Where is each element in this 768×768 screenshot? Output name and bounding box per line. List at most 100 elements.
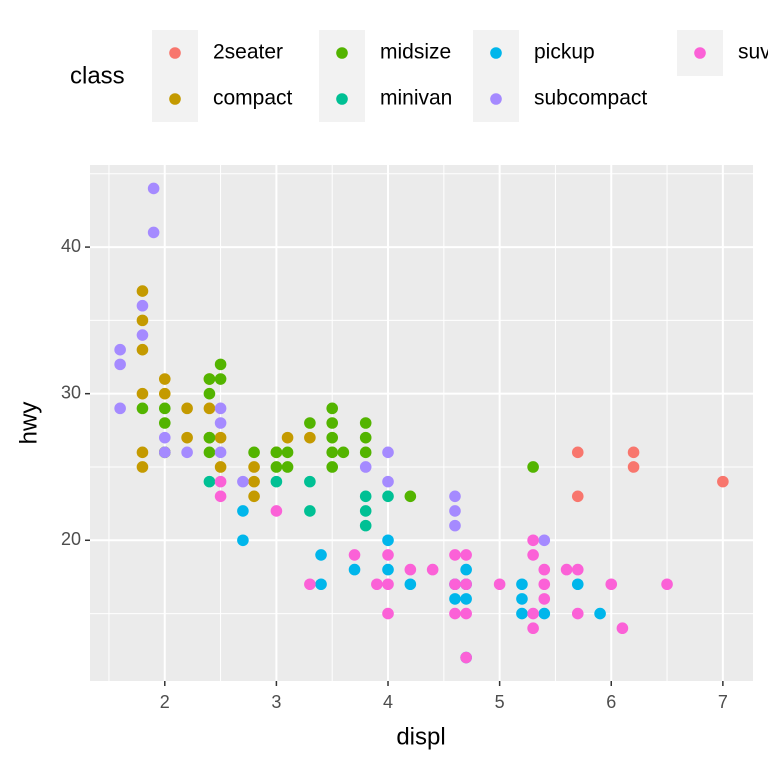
point	[158, 431, 171, 444]
point	[237, 505, 249, 517]
point	[136, 343, 149, 356]
point	[158, 446, 171, 459]
point	[527, 534, 539, 547]
legend-symbol	[490, 93, 502, 105]
legend-label: subcompact	[534, 87, 647, 110]
point	[181, 431, 193, 444]
point	[460, 563, 472, 576]
x-tick-label: 5	[495, 692, 505, 712]
legend-label: midsize	[380, 41, 451, 64]
legend-label: pickup	[534, 41, 595, 64]
point	[538, 578, 551, 591]
point	[158, 387, 171, 400]
point	[359, 490, 372, 503]
y-tick-label: 40	[61, 236, 81, 256]
point	[516, 593, 528, 605]
point	[594, 607, 606, 620]
point	[359, 519, 372, 532]
point	[304, 475, 316, 488]
point	[237, 534, 249, 547]
x-tick-label: 6	[606, 692, 616, 712]
point	[214, 446, 227, 459]
point	[382, 446, 394, 459]
point	[337, 446, 350, 459]
x-tick-label: 3	[271, 692, 281, 712]
point	[304, 431, 316, 444]
point	[304, 505, 316, 517]
point	[214, 358, 227, 371]
point	[538, 607, 551, 620]
point	[114, 343, 126, 356]
point	[281, 461, 294, 473]
point	[404, 563, 417, 576]
point	[203, 387, 216, 400]
point	[181, 402, 193, 415]
point	[382, 563, 394, 576]
x-tick-label: 2	[160, 692, 170, 712]
point	[616, 622, 629, 635]
point	[114, 402, 126, 415]
point	[627, 446, 640, 459]
point	[449, 519, 461, 532]
point	[359, 461, 372, 473]
point	[605, 578, 618, 591]
point	[136, 329, 149, 341]
point	[460, 578, 472, 591]
point	[326, 461, 339, 473]
point	[270, 475, 283, 488]
point	[527, 461, 539, 473]
point	[538, 563, 551, 576]
point	[404, 578, 417, 591]
point	[527, 549, 539, 561]
point	[248, 446, 260, 459]
x-tick-label: 7	[718, 692, 728, 712]
point	[527, 622, 539, 635]
legend-label: compact	[213, 87, 293, 110]
point	[214, 417, 227, 429]
point	[359, 417, 372, 429]
point	[571, 490, 584, 503]
panel	[90, 165, 753, 681]
point	[627, 461, 640, 473]
x-tick-label: 4	[383, 692, 393, 712]
point	[237, 475, 249, 488]
point	[203, 475, 216, 488]
legend-symbol	[490, 47, 502, 59]
point	[404, 490, 417, 503]
point	[281, 446, 294, 459]
legend-title: class	[70, 62, 125, 89]
point	[460, 593, 472, 605]
legend-symbol	[694, 47, 706, 59]
point	[136, 387, 149, 400]
point	[203, 431, 216, 444]
y-tick-label: 20	[61, 529, 81, 549]
point	[371, 578, 383, 591]
point	[382, 490, 394, 503]
point	[136, 446, 149, 459]
point	[571, 446, 584, 459]
point	[571, 607, 584, 620]
point	[571, 578, 584, 591]
point	[147, 182, 160, 195]
point	[460, 607, 472, 620]
point	[571, 563, 584, 576]
point	[214, 490, 227, 503]
point	[449, 505, 461, 517]
point	[214, 402, 227, 415]
point	[203, 446, 216, 459]
point	[348, 563, 361, 576]
point	[136, 285, 149, 297]
point	[214, 431, 227, 444]
point	[538, 534, 551, 547]
point	[449, 578, 461, 591]
point	[527, 607, 539, 620]
point	[516, 578, 528, 591]
legend-symbol	[336, 93, 348, 105]
point	[136, 299, 149, 312]
point	[270, 446, 283, 459]
y-tick-label: 30	[61, 382, 81, 402]
point	[114, 358, 126, 371]
point	[270, 505, 283, 517]
point	[382, 578, 394, 591]
legend-symbol	[169, 47, 181, 59]
